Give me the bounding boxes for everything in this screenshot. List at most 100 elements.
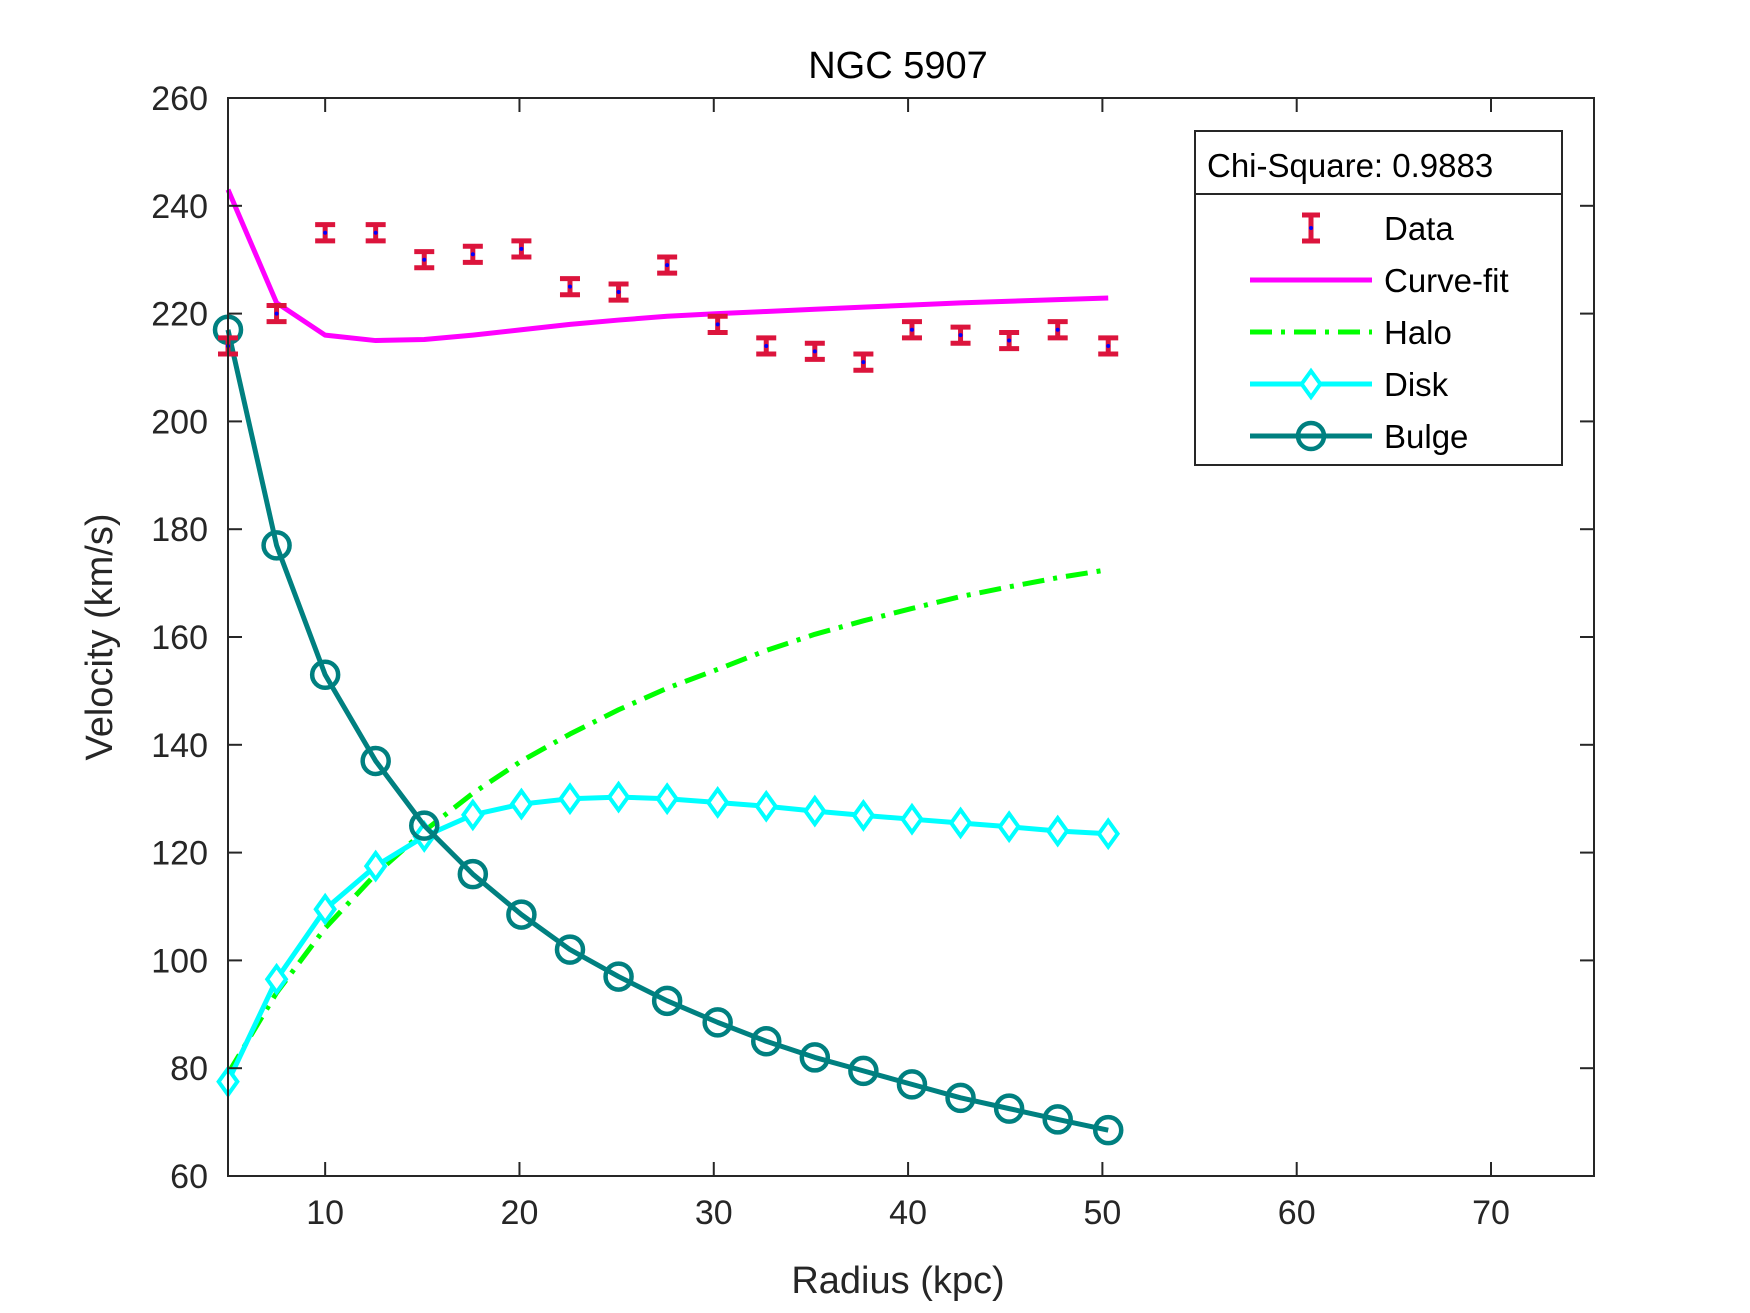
- data-point: [608, 281, 629, 303]
- bulge-marker: [261, 530, 292, 561]
- y-tick-label: 80: [170, 1050, 208, 1088]
- bulge-marker: [309, 659, 341, 690]
- disk-marker: [997, 810, 1021, 844]
- disk-marker: [948, 806, 973, 840]
- data-point: [365, 222, 386, 244]
- data-point: [315, 222, 336, 244]
- y-tick-label: 120: [151, 835, 208, 873]
- legend-entry-label: Halo: [1384, 314, 1452, 351]
- data-point: [657, 254, 678, 276]
- legend-entry: Data: [1302, 210, 1454, 247]
- data-point-dot: [567, 284, 572, 289]
- legend-entries: Data Curve-fit Halo Disk Bulge: [1250, 210, 1509, 455]
- disk-marker: [264, 962, 289, 996]
- legend-entry-label: Bulge: [1384, 418, 1468, 455]
- bulge-marker: [848, 1055, 879, 1087]
- data-point: [1098, 335, 1119, 357]
- disk-marker: [1045, 814, 1070, 848]
- x-tick-label: 40: [889, 1194, 927, 1232]
- legend: Chi-Square: 0.9883 Data Curve-fit Halo Disk…: [1194, 130, 1563, 466]
- data-point: [414, 249, 435, 271]
- disk-marker: [363, 849, 388, 883]
- disk-marker: [705, 786, 730, 819]
- legend-swatch-dot: [1309, 226, 1313, 230]
- disk-marker: [754, 789, 779, 823]
- data-point-dot: [616, 290, 621, 295]
- disk-marker: [851, 798, 876, 832]
- bulge-marker: [1092, 1114, 1124, 1146]
- data-point-dot: [1106, 343, 1111, 348]
- y-tick-label: 60: [170, 1158, 208, 1196]
- data-point-dot: [812, 349, 817, 354]
- legend-entry: Halo: [1250, 314, 1452, 351]
- bulge-marker: [603, 961, 634, 992]
- x-tick-label: 10: [306, 1194, 344, 1232]
- bulge-marker: [945, 1082, 976, 1114]
- disk-marker: [461, 798, 485, 832]
- bulge-marker: [554, 934, 586, 965]
- data-point-dot: [422, 257, 427, 262]
- data-points: [218, 222, 1119, 373]
- data-point-dot: [1007, 338, 1012, 343]
- x-tick-label: 70: [1472, 1194, 1510, 1232]
- disk-marker: [313, 892, 337, 926]
- x-tick-label: 60: [1278, 1194, 1316, 1232]
- disk-marker: [558, 782, 582, 816]
- legend-swatch-marker: [1295, 420, 1327, 452]
- y-tick-label: 140: [151, 727, 208, 765]
- x-tick-label: 30: [695, 1194, 733, 1232]
- data-point-dot: [1055, 327, 1060, 332]
- data-point-dot: [665, 263, 670, 268]
- legend-entry-label: Curve-fit: [1384, 262, 1509, 299]
- data-point-dot: [909, 327, 914, 332]
- y-tick-label: 220: [151, 296, 208, 334]
- chart-title: NGC 5907: [808, 45, 988, 87]
- data-point: [756, 335, 777, 357]
- legend-header: Chi-Square: 0.9883: [1207, 147, 1493, 184]
- data-point-dot: [323, 230, 328, 235]
- data-point: [804, 340, 825, 362]
- data-point-dot: [470, 252, 475, 257]
- y-tick-label: 160: [151, 619, 208, 657]
- data-point: [266, 303, 287, 325]
- data-point: [559, 276, 580, 298]
- legend-entry-label: Disk: [1384, 366, 1449, 403]
- bulge-marker: [896, 1069, 928, 1100]
- x-axis-label: Radius (kpc): [791, 1260, 1004, 1302]
- curve-fit-line: [225, 188, 1109, 344]
- bulge-marker: [1042, 1104, 1073, 1135]
- bulge-line: [225, 329, 1109, 1133]
- disk-marker: [802, 794, 827, 828]
- bulge-marker: [799, 1042, 831, 1073]
- data-point-dot: [958, 333, 963, 338]
- bulge-marker: [750, 1026, 782, 1057]
- disk-marker: [1096, 817, 1121, 851]
- legend-swatch-marker: [1299, 367, 1323, 401]
- x-ticks: 10 20 30 40 50 60 70: [306, 98, 1510, 1232]
- x-tick-label: 20: [501, 1194, 539, 1232]
- data-point-dot: [519, 246, 524, 251]
- bulge-marker: [360, 745, 391, 777]
- disk-marker: [900, 802, 924, 836]
- y-tick-label: 100: [151, 942, 208, 980]
- disk-marker: [606, 780, 631, 814]
- y-axis-label: Velocity (km/s): [79, 513, 121, 760]
- y-tick-label: 240: [151, 188, 208, 226]
- data-point-dot: [274, 311, 279, 316]
- data-point: [707, 313, 728, 335]
- data-point-dot: [861, 360, 866, 365]
- y-tick-label: 200: [151, 403, 208, 441]
- legend-entry: Disk: [1250, 366, 1449, 403]
- data-point: [1047, 319, 1068, 341]
- data-point-dot: [373, 230, 378, 235]
- y-tick-label: 260: [151, 80, 208, 118]
- bulge-marker: [651, 985, 683, 1017]
- disk-marker: [655, 782, 679, 816]
- data-point-dot: [764, 343, 769, 348]
- legend-entry: Bulge: [1250, 418, 1468, 455]
- bulge-marker: [409, 810, 440, 841]
- y-ticks: 60 80 100 120 140 160 180 200 220 240 260: [151, 80, 1594, 1196]
- bulge-marker: [457, 858, 489, 890]
- series-layer: [212, 188, 1124, 1146]
